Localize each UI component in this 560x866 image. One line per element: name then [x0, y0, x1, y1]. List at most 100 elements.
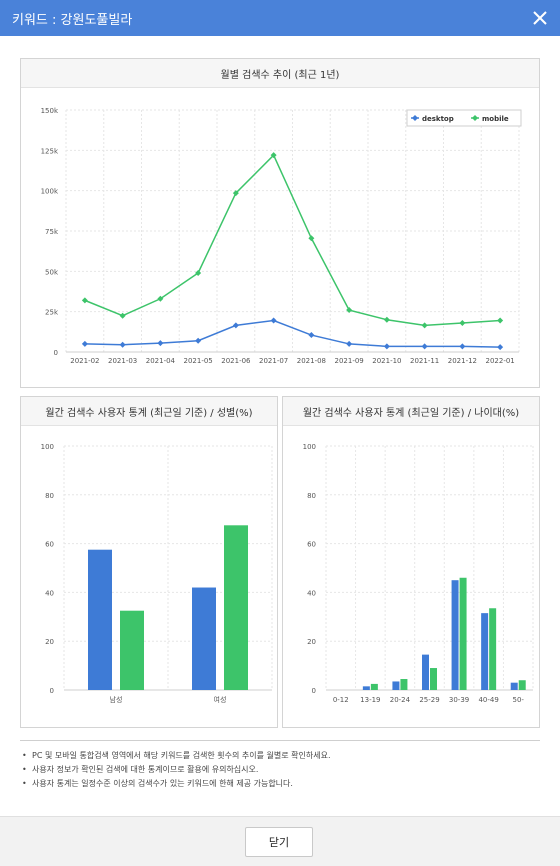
- data-point-desktop: [346, 340, 353, 347]
- y-tick-label: 0: [54, 349, 58, 357]
- x-tick-label: 25-29: [419, 696, 439, 704]
- close-icon[interactable]: [530, 8, 550, 28]
- y-tick-label: 20: [307, 638, 316, 646]
- dialog-title: 키워드 : 강원도풀빌라: [12, 12, 133, 28]
- data-point-desktop: [421, 343, 428, 350]
- y-tick-label: 100k: [41, 188, 59, 196]
- x-tick-label: 여성: [214, 695, 227, 704]
- y-tick-label: 60: [307, 541, 316, 549]
- x-tick-label: 2021-11: [410, 357, 439, 365]
- note-item: PC 및 모바일 통합검색 영역에서 해당 키워드를 검색한 횟수의 추이를 월…: [20, 749, 540, 763]
- notes-list: PC 및 모바일 통합검색 영역에서 해당 키워드를 검색한 횟수의 추이를 월…: [20, 740, 540, 791]
- bar: [192, 587, 216, 690]
- legend-label: desktop: [422, 115, 454, 123]
- bar: [489, 608, 497, 690]
- data-point-desktop: [232, 322, 239, 329]
- dialog-footer: 닫기: [0, 816, 560, 866]
- x-tick-label: 2021-06: [221, 357, 251, 365]
- x-tick-label: 2021-05: [184, 357, 213, 365]
- bar: [451, 580, 459, 690]
- data-point-mobile: [232, 190, 239, 197]
- y-tick-label: 40: [45, 589, 54, 597]
- data-point-desktop: [308, 332, 315, 339]
- note-item: 사용자 정보가 확인된 검색에 대한 통계이므로 활용에 유의하십시오.: [20, 763, 540, 777]
- age-bar-chart: 0 20 40 60 80 100 0-12 13-19 20-24 25-29 30-39 40-4…: [303, 443, 534, 704]
- y-tick-label: 25k: [45, 309, 59, 317]
- x-tick-label: 2021-09: [335, 357, 364, 365]
- legend-box: [406, 109, 522, 127]
- data-point-desktop: [383, 343, 390, 350]
- data-point-desktop: [270, 317, 277, 324]
- data-point-desktop: [497, 344, 504, 351]
- data-point-mobile: [421, 322, 428, 329]
- age-panel: 월간 검색수 사용자 통계 (최근일 기준) / 나이대(%) 0 20 40 60 8…: [282, 396, 540, 728]
- y-tick-label: 125k: [41, 147, 59, 155]
- data-point-mobile: [383, 316, 390, 323]
- bar: [362, 686, 370, 690]
- series-line-desktop: [84, 319, 501, 348]
- data-point-mobile: [157, 295, 164, 302]
- x-tick-label: 50-: [512, 696, 524, 704]
- x-tick-label: 13-19: [360, 696, 380, 704]
- x-tick-label: 2022-01: [486, 357, 515, 365]
- x-tick-label: 2021-08: [297, 357, 326, 365]
- bar: [400, 679, 408, 690]
- gender-bar-chart: 0 20 40 60 80 100 남성 여성: [41, 443, 273, 704]
- x-tick-label: 0-12: [333, 696, 349, 704]
- monthly-trend-title: 월별 검색수 추이 (최근 1년): [21, 59, 539, 88]
- data-point-mobile: [497, 317, 504, 324]
- x-tick-label: 남성: [110, 695, 123, 704]
- y-tick-label: 0: [312, 687, 316, 695]
- y-tick-label: 100: [41, 443, 54, 451]
- data-point-mobile: [308, 235, 315, 242]
- bar: [88, 549, 112, 690]
- y-tick-label: 0: [50, 687, 54, 695]
- bar: [224, 525, 248, 690]
- x-tick-label: 2021-07: [259, 357, 288, 365]
- bar: [459, 577, 467, 690]
- data-point-desktop: [195, 337, 202, 344]
- gender-chart-title: 월간 검색수 사용자 통계 (최근일 기준) / 성별(%): [21, 397, 277, 426]
- bar: [481, 613, 489, 690]
- note-item: 사용자 통계는 일정수준 이상의 검색수가 있는 키워드에 한해 제공 가능합니…: [20, 777, 540, 791]
- y-tick-label: 150k: [41, 107, 59, 115]
- legend-marker: [412, 115, 418, 121]
- y-tick-label: 80: [45, 492, 54, 500]
- dialog-titlebar: 키워드 : 강원도풀빌라: [0, 0, 560, 36]
- bar: [510, 682, 518, 690]
- y-tick-label: 80: [307, 492, 316, 500]
- bar: [370, 683, 378, 690]
- data-point-desktop: [81, 340, 88, 347]
- x-tick-label: 30-39: [449, 696, 469, 704]
- x-tick-label: 20-24: [390, 696, 411, 704]
- x-tick-label: 2021-03: [108, 357, 137, 365]
- monthly-trend-panel: 월별 검색수 추이 (최근 1년) 0 25k 50k 75k 100k 125k 150k…: [20, 58, 540, 388]
- y-tick-label: 75k: [45, 228, 59, 236]
- bar: [518, 680, 526, 690]
- x-tick-label: 2021-10: [372, 357, 401, 365]
- legend-label: mobile: [482, 115, 509, 123]
- data-point-mobile: [119, 312, 126, 319]
- data-point-desktop: [119, 341, 126, 348]
- x-tick-label: 2021-04: [146, 357, 176, 365]
- data-point-desktop: [157, 340, 164, 347]
- y-tick-label: 100: [303, 443, 316, 451]
- x-tick-label: 40-49: [478, 696, 498, 704]
- age-chart-title: 월간 검색수 사용자 통계 (최근일 기준) / 나이대(%): [283, 397, 539, 426]
- y-tick-label: 50k: [45, 268, 59, 276]
- data-point-mobile: [195, 269, 202, 276]
- x-tick-label: 2021-02: [70, 357, 99, 365]
- x-tick-label: 2021-12: [448, 357, 477, 365]
- legend-marker: [472, 115, 478, 121]
- y-tick-label: 40: [307, 589, 316, 597]
- data-point-mobile: [81, 297, 88, 304]
- y-tick-label: 20: [45, 638, 54, 646]
- dialog-body: 월별 검색수 추이 (최근 1년) 0 25k 50k 75k 100k 125k 150k…: [0, 36, 560, 816]
- bar: [120, 610, 144, 690]
- close-button[interactable]: 닫기: [245, 827, 313, 857]
- series-line-mobile: [84, 153, 501, 327]
- gender-panel: 월간 검색수 사용자 통계 (최근일 기준) / 성별(%) 0 20 40 60 80…: [20, 396, 278, 728]
- data-point-mobile: [346, 307, 353, 314]
- bar: [422, 654, 429, 690]
- monthly-trend-chart: 0 25k 50k 75k 100k 125k 150k 2021-02 2021-03 2021…: [41, 107, 522, 365]
